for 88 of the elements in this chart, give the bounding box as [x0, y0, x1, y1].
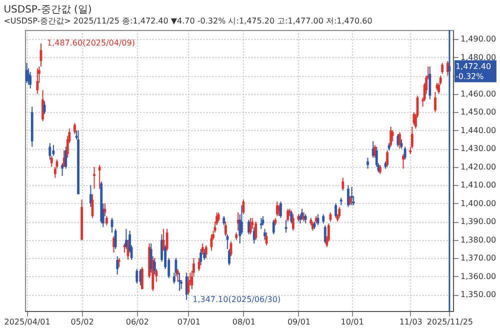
- y-tick-label: 1,380.00: [460, 235, 496, 244]
- y-tick-label: 1,410.00: [460, 180, 496, 190]
- candlestick: [98, 164, 101, 190]
- candlestick: [125, 228, 128, 250]
- chart-subtitle: <USDSP-중간값> 2025/11/25 종:1,472.40 ▼4.70 -0.32% 시:1,475.20 고:1,477.00 저:1,470.60: [4, 16, 372, 26]
- candlestick: [104, 202, 106, 217]
- candlestick: [242, 199, 245, 215]
- candlestick: [136, 268, 138, 284]
- candlestick: [338, 206, 341, 218]
- candlestick: [284, 219, 288, 234]
- candlestick: [166, 228, 168, 252]
- candlestick: [90, 184, 92, 208]
- candlestick: [226, 234, 229, 250]
- candlestick: [254, 221, 258, 240]
- y-tick-label: 1,440.00: [460, 126, 496, 135]
- candlestick: [324, 224, 326, 244]
- y-tick-label: 1,390.00: [460, 217, 496, 226]
- candlestick: [378, 164, 382, 175]
- annotation: 1,487.60(2025/04/09): [46, 38, 135, 48]
- candlestick: [441, 62, 444, 74]
- candlestick: [347, 184, 350, 208]
- x-tick-label: 11/03: [399, 318, 422, 326]
- candlestick: [50, 155, 53, 168]
- candlestick: [201, 242, 204, 255]
- x-tick-label: 05/02: [70, 318, 94, 326]
- candlestick: [48, 142, 52, 160]
- y-tick-label: 1,360.00: [460, 272, 496, 281]
- candlestick: [390, 126, 392, 148]
- candlestick: [204, 244, 208, 259]
- x-tick-label: 08/01: [232, 318, 256, 326]
- candlestick: [366, 157, 369, 170]
- candlestick: [400, 138, 403, 150]
- candlestick: [342, 177, 344, 192]
- candlestick: [276, 201, 278, 217]
- candlestick: [350, 186, 353, 206]
- candlestick: [141, 266, 144, 290]
- candlestick: [264, 228, 266, 240]
- annotation: 1,347.10(2025/06/30): [192, 294, 281, 304]
- candlestick: [105, 216, 108, 226]
- candlestick: [42, 90, 44, 122]
- candlestick: [176, 268, 179, 282]
- candlestick: [93, 166, 96, 190]
- candlestick: [228, 248, 230, 266]
- y-tick-label: 1,350.00: [460, 290, 496, 300]
- x-tick-label: 2025/11/25: [426, 318, 474, 326]
- candlestick: [398, 132, 401, 150]
- candlestick: [26, 62, 28, 84]
- candlestick: [302, 212, 306, 222]
- candlestick: [74, 122, 76, 135]
- x-tick-label: 10/01: [340, 318, 364, 326]
- y-tick-label: 1,420.00: [460, 162, 496, 172]
- annotation: 1,472.40 -0.32%: [455, 62, 492, 82]
- y-tick-label: 1,490.00: [460, 34, 496, 44]
- x-tick-label: 2025/04/01: [4, 318, 50, 326]
- candlestick: [304, 214, 307, 224]
- y-tick-label: 1,460.00: [460, 89, 496, 98]
- candlestick: [280, 201, 282, 218]
- candlestick: [290, 210, 293, 224]
- candlestick: [224, 221, 227, 237]
- candlestick: [322, 214, 325, 224]
- candlestick: [386, 150, 388, 168]
- candlestick: [217, 212, 220, 222]
- y-tick-label: 1,450.00: [460, 108, 496, 117]
- x-tick-label: 07/01: [177, 318, 200, 326]
- candlestick: [292, 214, 294, 232]
- candlestick: [428, 66, 432, 100]
- y-tick-label: 1,370.00: [460, 254, 496, 263]
- candlestick: [391, 130, 394, 142]
- candlestick: [200, 248, 202, 266]
- candlestick: [374, 144, 376, 158]
- candlestick: [334, 202, 337, 218]
- candlestick: [402, 154, 404, 170]
- candlestick: [222, 216, 226, 226]
- chart-title: USDSP-중간값 (일): [4, 4, 92, 16]
- candlestick: [248, 219, 250, 235]
- candlestick: [116, 256, 119, 276]
- candlestick: [434, 92, 436, 113]
- candlestick: [52, 144, 55, 156]
- candlestick: [36, 68, 39, 94]
- y-tick-label: 1,480.00: [460, 52, 496, 62]
- candlestick: [114, 228, 117, 250]
- candlestick: [272, 219, 275, 235]
- y-tick-label: 1,400.00: [460, 198, 496, 208]
- x-tick-label: 09/01: [287, 318, 311, 326]
- candlestick: [203, 248, 206, 260]
- y-tick-label: 1,430.00: [460, 144, 496, 154]
- x-tick-label: 06/02: [126, 318, 149, 326]
- candlestick: [187, 276, 190, 296]
